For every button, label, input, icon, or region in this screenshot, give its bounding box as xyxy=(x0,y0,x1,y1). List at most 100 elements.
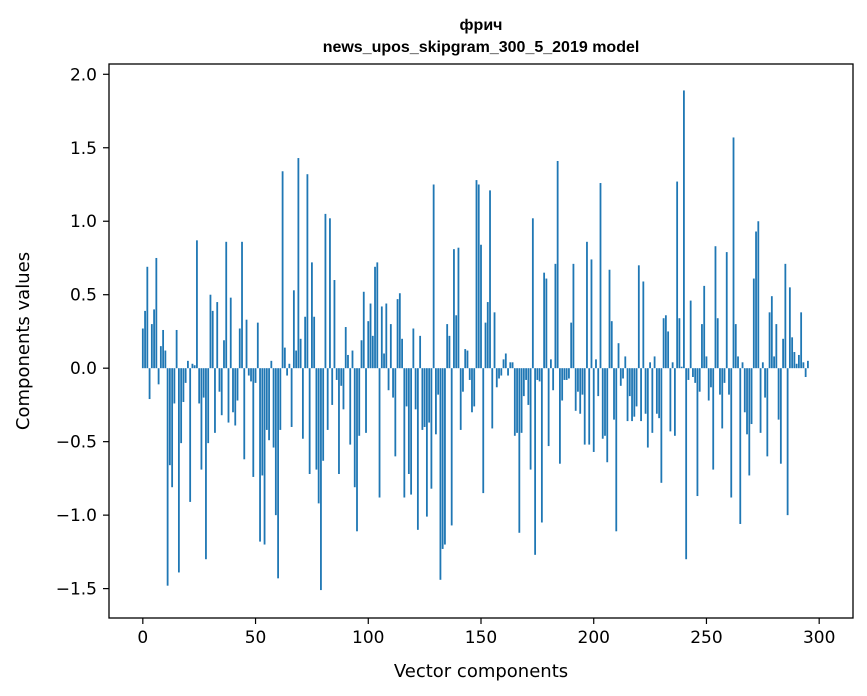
bar-206 xyxy=(606,368,609,463)
bar-142 xyxy=(462,368,464,392)
bar-279 xyxy=(770,296,773,369)
bar-77 xyxy=(315,368,318,470)
bar-86 xyxy=(335,368,338,380)
bar-211 xyxy=(617,343,620,369)
bar-55 xyxy=(265,368,268,430)
bar-248 xyxy=(701,324,703,369)
bar-210 xyxy=(615,368,618,532)
bar-129 xyxy=(432,184,435,369)
bar-104 xyxy=(376,262,379,369)
bar-212 xyxy=(619,368,622,386)
bar-29 xyxy=(207,368,210,444)
bar-94 xyxy=(353,368,356,488)
bar-123 xyxy=(419,335,422,369)
bar-10 xyxy=(164,350,167,369)
bar-96 xyxy=(358,368,361,436)
bar-144 xyxy=(466,350,469,369)
bar-137 xyxy=(450,368,453,526)
bar-243 xyxy=(689,300,692,369)
bar-140 xyxy=(457,247,460,369)
bar-114 xyxy=(398,293,401,369)
bar-12 xyxy=(168,368,171,466)
bar-191 xyxy=(572,263,575,369)
bar-284 xyxy=(782,338,785,369)
bar-100 xyxy=(367,321,370,369)
x-tick-label-100: 100 xyxy=(352,628,384,648)
bar-209 xyxy=(613,368,615,420)
bar-202 xyxy=(597,368,600,397)
bar-180 xyxy=(547,368,550,447)
bar-168 xyxy=(520,368,523,433)
bars-group xyxy=(141,90,809,591)
bar-208 xyxy=(610,321,613,369)
bar-95 xyxy=(356,368,358,532)
bar-277 xyxy=(766,368,769,457)
bar-60 xyxy=(277,368,279,579)
bar-117 xyxy=(405,368,408,407)
bar-47 xyxy=(247,368,250,376)
bar-141 xyxy=(459,368,462,430)
bar-233 xyxy=(667,331,670,369)
bar-230 xyxy=(660,368,663,483)
bar-108 xyxy=(385,303,388,369)
bar-145 xyxy=(468,368,471,380)
x-tick-label-250: 250 xyxy=(690,628,722,648)
bar-128 xyxy=(430,368,433,489)
bar-294 xyxy=(804,368,807,378)
bar-20 xyxy=(187,360,189,369)
bar-257 xyxy=(721,368,724,429)
bar-221 xyxy=(640,368,642,422)
bar-183 xyxy=(554,263,557,369)
bar-121 xyxy=(414,368,417,410)
bar-61 xyxy=(279,368,282,430)
bar-4 xyxy=(150,324,153,369)
bar-280 xyxy=(773,356,775,369)
bar-82 xyxy=(326,368,329,430)
bar-102 xyxy=(371,335,374,369)
bar-152 xyxy=(484,322,487,369)
bar-253 xyxy=(712,368,715,470)
bar-65 xyxy=(288,363,291,369)
bar-24 xyxy=(196,240,198,369)
bar-46 xyxy=(245,319,248,369)
bar-285 xyxy=(784,263,787,369)
x-tick-label-200: 200 xyxy=(578,628,610,648)
bar-37 xyxy=(225,241,228,369)
bar-53 xyxy=(261,368,264,476)
bar-182 xyxy=(552,368,555,391)
bar-203 xyxy=(599,183,602,369)
bar-66 xyxy=(290,368,293,427)
bar-292 xyxy=(800,312,803,369)
bar-88 xyxy=(340,368,343,386)
bar-93 xyxy=(351,350,354,369)
bar-98 xyxy=(362,291,365,369)
bar-271 xyxy=(752,278,755,369)
bar-177 xyxy=(540,368,543,523)
bar-283 xyxy=(779,368,782,464)
bar-274 xyxy=(759,368,762,433)
bar-255 xyxy=(716,318,719,369)
bar-276 xyxy=(764,368,766,398)
bar-161 xyxy=(504,353,507,369)
bar-90 xyxy=(344,327,347,369)
bar-185 xyxy=(559,368,561,464)
bar-62 xyxy=(281,171,284,369)
bar-68 xyxy=(295,350,298,369)
x-tick-label-50: 50 xyxy=(245,628,267,648)
bar-0 xyxy=(141,328,144,369)
bar-225 xyxy=(649,362,651,369)
bar-246 xyxy=(696,368,699,497)
bar-154 xyxy=(489,190,491,369)
bar-28 xyxy=(205,368,207,560)
bar-74 xyxy=(308,368,311,474)
bar-138 xyxy=(453,249,455,369)
bar-125 xyxy=(423,368,426,427)
bar-41 xyxy=(234,368,237,426)
bar-14 xyxy=(173,368,176,404)
bar-113 xyxy=(396,299,399,369)
y-tick-label-0: −1.5 xyxy=(56,580,97,600)
bar-287 xyxy=(788,287,791,369)
bar-6 xyxy=(155,257,158,369)
bar-30 xyxy=(209,294,212,369)
